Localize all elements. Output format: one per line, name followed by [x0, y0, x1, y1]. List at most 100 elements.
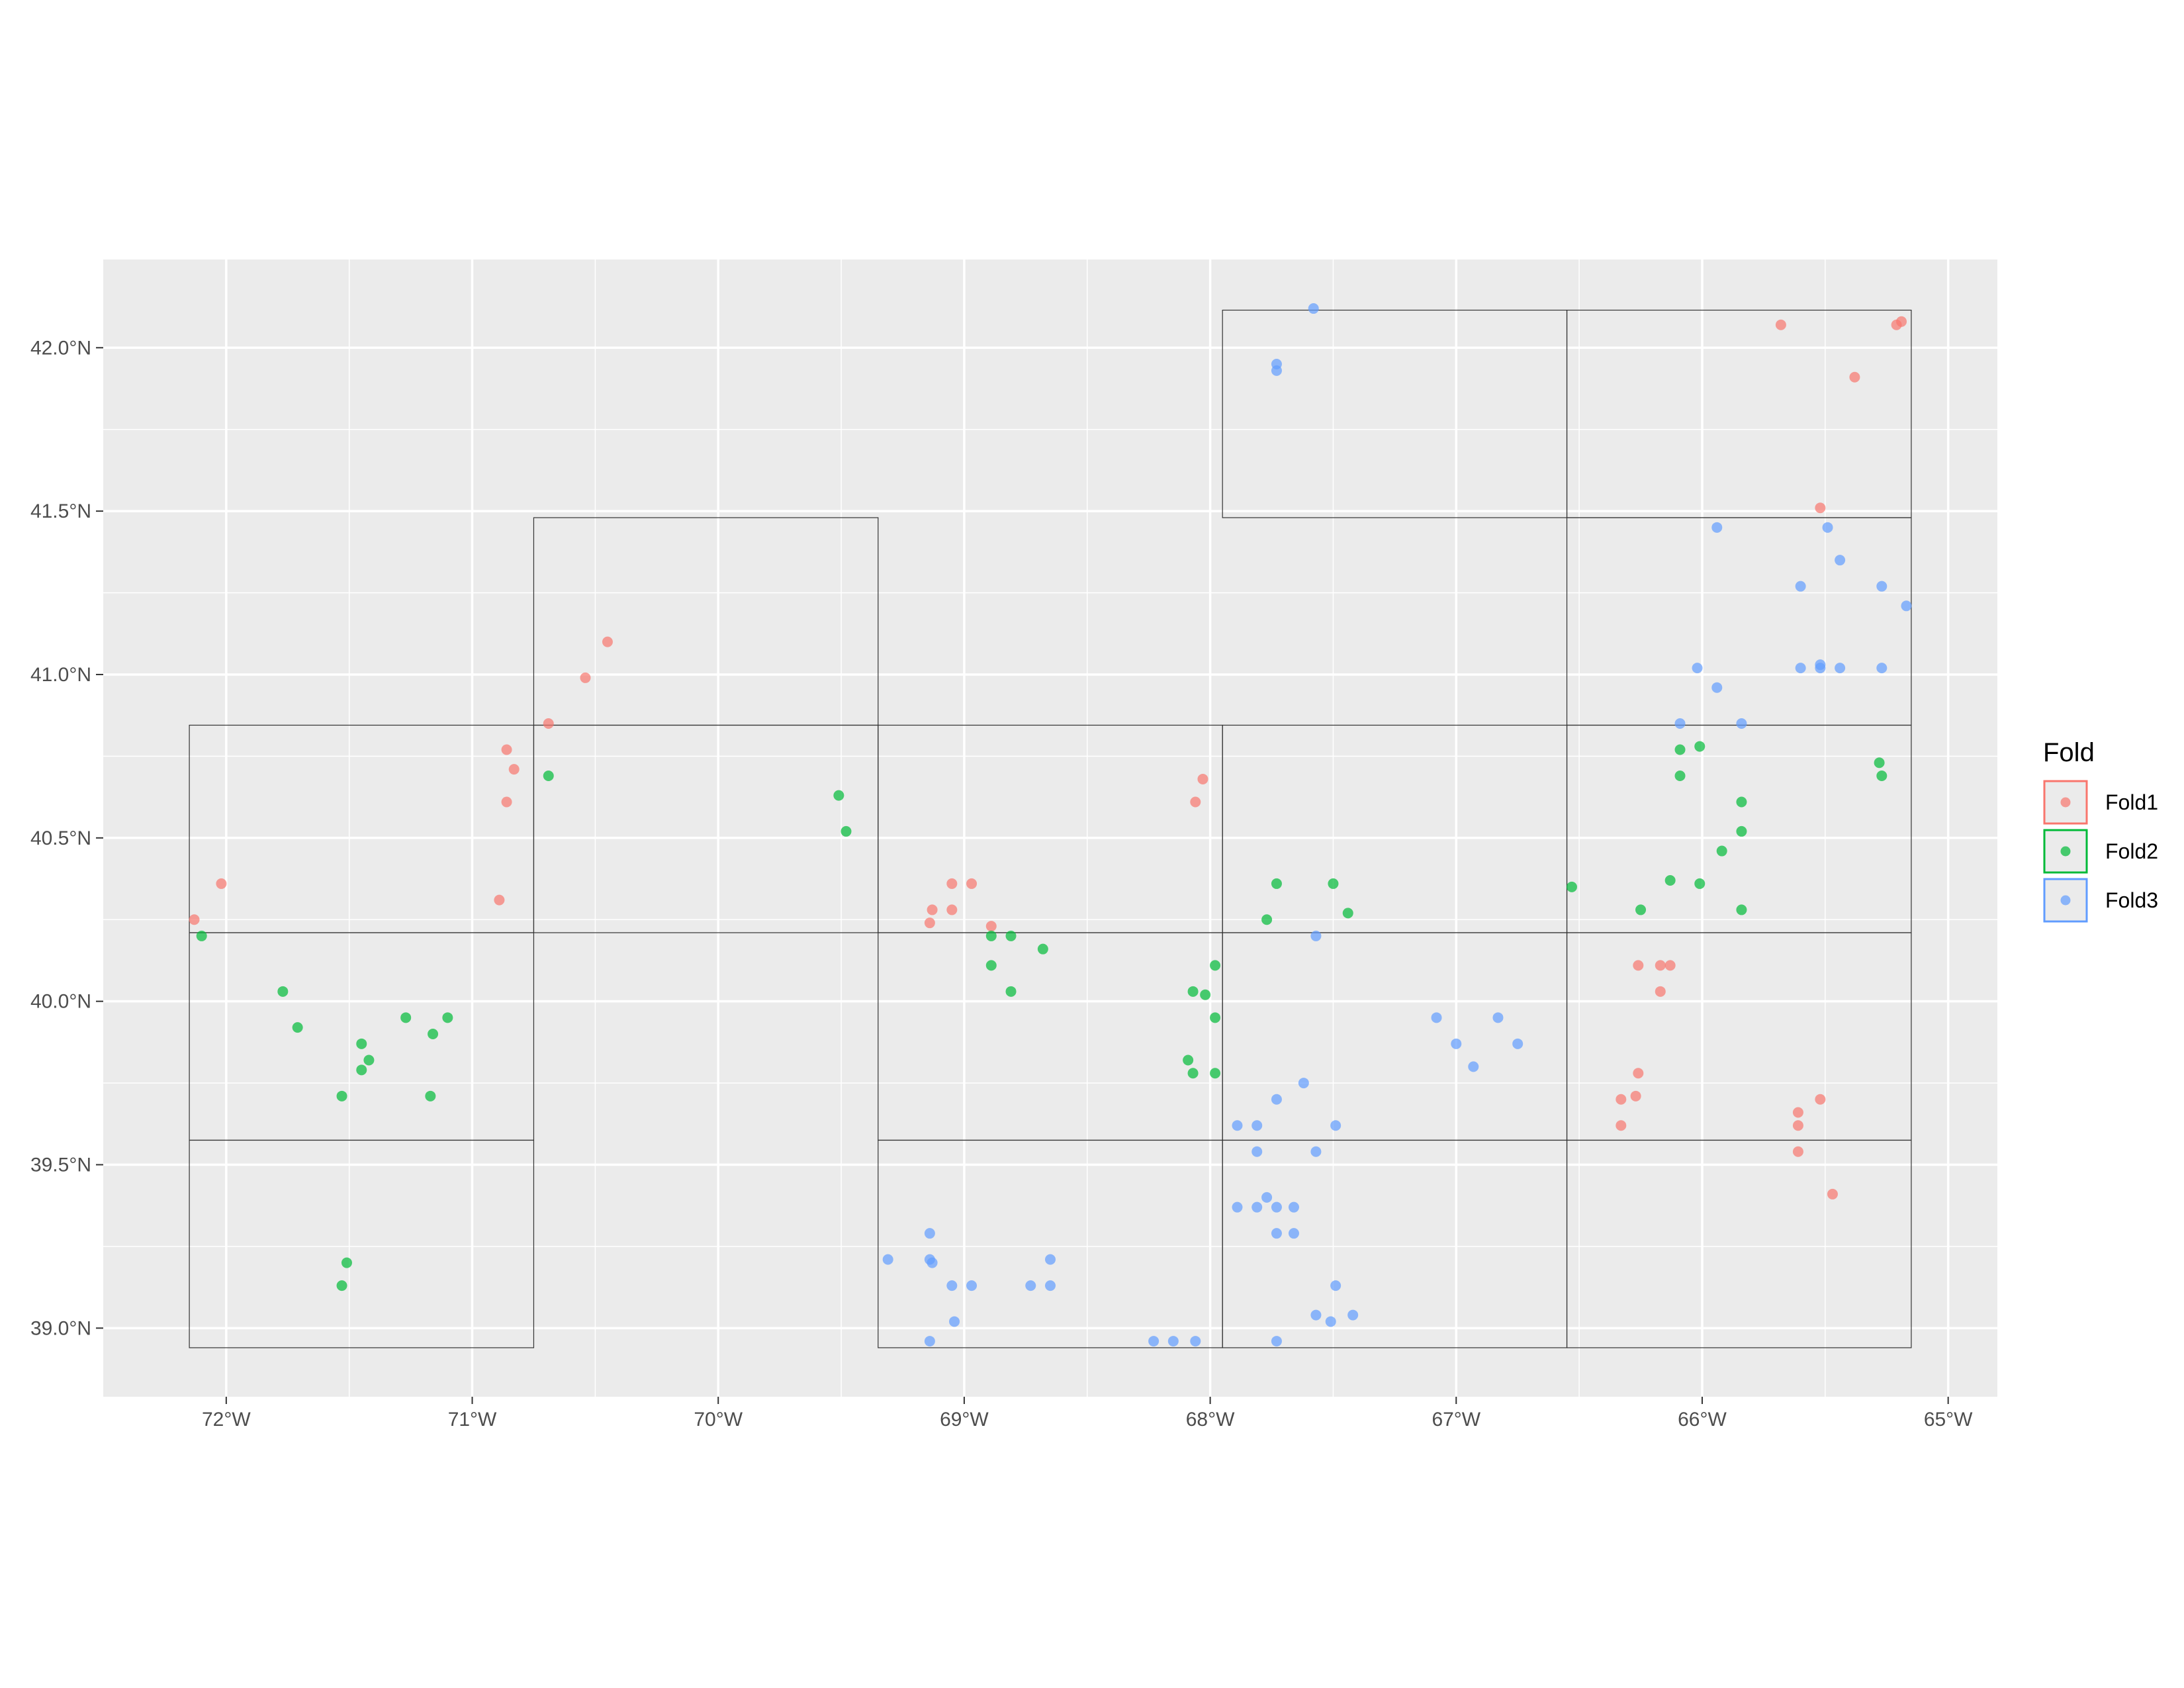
panel-background	[103, 259, 1997, 1397]
point-fold1	[1775, 319, 1786, 330]
point-fold3	[1492, 1012, 1504, 1023]
legend: Fold Fold1 Fold2 Fold3	[2043, 738, 2158, 923]
point-fold2	[1005, 986, 1017, 997]
point-fold2	[1200, 989, 1211, 1000]
x-axis: 72°W 71°W 70°W 69°W 68°W 67°W 66°W 65°W	[202, 1397, 1973, 1430]
point-fold2	[1876, 771, 1888, 782]
point-fold2	[1210, 1068, 1221, 1079]
point-fold2	[833, 790, 844, 801]
point-fold2	[1674, 744, 1686, 755]
point-fold3	[966, 1280, 978, 1291]
point-fold3	[1025, 1280, 1036, 1291]
point-fold3	[1298, 1078, 1309, 1089]
legend-item-fold3: Fold3	[2043, 878, 2158, 923]
point-fold3	[1271, 1228, 1282, 1239]
legend-item-fold2: Fold2	[2043, 829, 2158, 874]
point-fold1	[966, 878, 978, 889]
point-fold1	[602, 636, 613, 647]
point-fold1	[494, 894, 505, 906]
legend-label-fold2: Fold2	[2105, 839, 2158, 863]
point-fold1	[1615, 1120, 1627, 1131]
point-fold3	[1692, 663, 1703, 674]
point-fold3	[1325, 1316, 1336, 1327]
point-fold3	[1251, 1120, 1263, 1131]
point-fold3	[1271, 1336, 1282, 1347]
point-fold3	[1330, 1120, 1342, 1131]
x-tick-label: 69°W	[940, 1409, 989, 1430]
point-fold1	[189, 914, 200, 925]
y-tick-label: 39.5°N	[30, 1154, 91, 1176]
point-fold1	[1827, 1188, 1838, 1199]
point-fold1	[985, 921, 997, 932]
point-fold2	[1694, 741, 1706, 752]
point-fold3	[882, 1254, 893, 1265]
major-gridlines	[103, 259, 1997, 1397]
point-fold3	[1288, 1228, 1299, 1239]
y-tick-label: 40.5°N	[30, 827, 91, 849]
point-fold2	[400, 1012, 412, 1023]
point-fold2	[1183, 1055, 1194, 1066]
x-tick-label: 66°W	[1678, 1409, 1727, 1430]
point-fold3	[1674, 718, 1686, 729]
point-fold2	[1187, 1068, 1199, 1079]
point-fold2	[336, 1090, 347, 1102]
point-fold1	[1815, 1094, 1826, 1105]
point-fold3	[1045, 1280, 1056, 1291]
point-fold3	[1876, 581, 1888, 592]
point-fold3	[1795, 581, 1806, 592]
point-fold2	[1210, 960, 1221, 971]
point-fold2	[356, 1064, 367, 1076]
point-fold1	[1633, 1068, 1644, 1079]
point-fold3	[1232, 1120, 1243, 1131]
y-tick-label: 41.5°N	[30, 500, 91, 522]
x-tick-label: 68°W	[1186, 1409, 1235, 1430]
point-fold2	[1664, 874, 1676, 886]
legend-item-fold1: Fold1	[2043, 780, 2158, 825]
point-fold2	[341, 1257, 352, 1268]
point-fold2	[985, 930, 997, 941]
x-tick-label: 71°W	[448, 1409, 497, 1430]
point-fold3	[1045, 1254, 1056, 1265]
point-fold3	[1251, 1146, 1263, 1157]
point-fold3	[1310, 930, 1322, 941]
x-tick-label: 70°W	[694, 1409, 743, 1430]
point-fold3	[1271, 1094, 1282, 1105]
point-fold3	[1876, 663, 1888, 674]
point-fold3	[1451, 1038, 1462, 1049]
point-fold1	[1615, 1094, 1627, 1105]
point-fold3	[1310, 1309, 1322, 1321]
point-fold3	[1795, 663, 1806, 674]
point-fold1	[1630, 1090, 1641, 1102]
point-fold2	[1005, 930, 1017, 941]
point-fold2	[428, 1029, 439, 1040]
x-tick-label: 72°W	[202, 1409, 251, 1430]
block-rect	[1566, 1139, 1912, 1348]
minor-gridlines	[103, 259, 1997, 1397]
point-fold3	[1190, 1336, 1201, 1347]
point-fold3	[1431, 1012, 1442, 1023]
point-fold3	[1835, 663, 1846, 674]
point-fold3	[1711, 682, 1723, 693]
point-fold1	[946, 878, 958, 889]
point-fold3	[946, 1280, 958, 1291]
point-fold2	[1736, 904, 1747, 915]
point-fold2	[985, 960, 997, 971]
y-axis: 39.0°N 39.5°N 40.0°N 40.5°N 41.0°N 41.5°N 42.0…	[30, 337, 103, 1339]
legend-label-fold3: Fold3	[2105, 888, 2158, 912]
point-fold2	[1271, 878, 1282, 889]
y-tick-label: 42.0°N	[30, 337, 91, 359]
point-fold2	[1566, 881, 1577, 892]
point-fold1	[501, 796, 512, 808]
point-fold3	[1251, 1201, 1263, 1213]
point-fold3	[1815, 663, 1826, 674]
legend-marker-fold2	[2060, 846, 2071, 857]
point-fold2	[425, 1090, 436, 1102]
point-fold2	[356, 1038, 367, 1049]
point-fold2	[1635, 904, 1647, 915]
point-fold1	[1655, 960, 1666, 971]
point-fold1	[1792, 1107, 1803, 1118]
point-fold3	[1310, 1146, 1322, 1157]
point-fold1	[1633, 960, 1644, 971]
point-fold2	[277, 986, 289, 997]
